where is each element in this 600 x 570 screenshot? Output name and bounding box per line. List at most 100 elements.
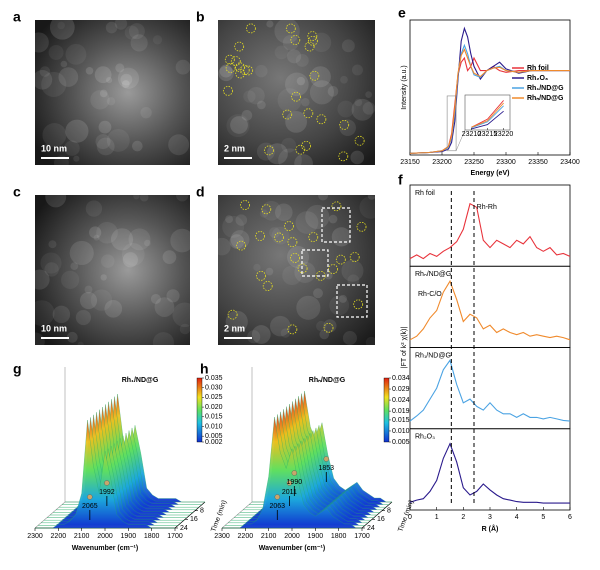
texture (218, 65, 234, 82)
zoom-box (446, 95, 457, 152)
micrograph (35, 195, 190, 345)
texture (347, 274, 360, 287)
x-tick-label: 23300 (496, 159, 516, 166)
texture (235, 214, 248, 226)
panel-label: a (13, 9, 21, 25)
subplot-frame (409, 184, 571, 267)
x-tick-label: 23400 (560, 159, 580, 166)
texture (247, 330, 261, 344)
texture (337, 100, 355, 118)
texture (340, 75, 348, 84)
subplot-frame (409, 265, 571, 348)
texture (309, 66, 331, 88)
spectrum-surface (35, 419, 175, 529)
texture (61, 270, 80, 289)
texture (69, 240, 94, 266)
atom-marker (356, 221, 367, 232)
texture (28, 32, 49, 53)
atom-marker (335, 254, 346, 265)
texture (285, 111, 308, 133)
colorbar-tick-label: 0.024 (392, 397, 410, 404)
atom-marker (223, 85, 233, 96)
legend-label: Rhₙ/ND@G (527, 95, 564, 102)
texture (222, 215, 245, 238)
texture (295, 211, 319, 234)
cluster-box (336, 284, 368, 318)
exafs-line (409, 202, 571, 260)
inset-line (471, 100, 504, 128)
atom-marker (354, 135, 365, 146)
texture (318, 190, 329, 201)
texture (162, 250, 177, 264)
atom-marker (331, 201, 342, 212)
x-tick-label: 2300 (214, 533, 230, 540)
exafs-line (409, 359, 571, 422)
panel-title: Rh₁/ND@G (122, 377, 159, 384)
x-tick-label: 1 (435, 514, 439, 521)
atom-marker (227, 309, 238, 320)
texture (226, 114, 250, 138)
texture (42, 123, 67, 147)
texture (324, 271, 333, 280)
cluster-box (321, 207, 351, 243)
texture (229, 234, 245, 249)
texture (296, 76, 306, 86)
x-axis-label: Wavenumber (cm⁻¹) (259, 545, 325, 552)
atom-marker (339, 119, 350, 130)
scale-bar-label: 2 nm (224, 143, 245, 153)
texture (313, 288, 323, 299)
peak-label: 1853 (319, 465, 335, 472)
colorbar-tick-label: 0.030 (205, 385, 223, 392)
texture (124, 25, 139, 40)
atom-marker (236, 240, 247, 251)
zoom-link (455, 129, 466, 151)
texture (351, 98, 374, 121)
adsorbate-icon (104, 480, 110, 486)
texture (328, 214, 338, 224)
texture (95, 134, 111, 150)
atom-marker (230, 56, 241, 67)
texture (213, 237, 231, 256)
scale-bar-label: 10 nm (41, 143, 67, 153)
peak-label: 2011 (282, 489, 297, 496)
texture (96, 221, 118, 244)
texture (266, 143, 288, 165)
inset-line (471, 110, 504, 130)
texture (41, 71, 67, 97)
x-tick-label: 1900 (308, 533, 324, 540)
x-tick-label: 1700 (167, 533, 183, 540)
atom-marker (290, 253, 300, 263)
colorbar-tick-label: 0.025 (205, 394, 223, 401)
texture (39, 66, 51, 77)
panel-label: e (398, 5, 406, 21)
texture (309, 71, 318, 80)
atom-marker (287, 237, 298, 248)
texture (53, 155, 69, 171)
subplot-frame (409, 428, 571, 511)
atom-marker (264, 145, 274, 156)
axes-frame (409, 19, 571, 156)
atom-marker (225, 63, 236, 73)
panel-label: b (196, 9, 205, 25)
texture (219, 64, 233, 78)
legend-label: Rh₂O₃ (527, 75, 548, 82)
panel-label: c (13, 184, 21, 200)
texture (257, 100, 266, 110)
texture (128, 23, 145, 40)
texture (166, 289, 180, 303)
texture (265, 267, 274, 276)
x-axis-label: Energy (eV) (471, 170, 510, 177)
texture (179, 323, 191, 335)
texture (90, 90, 110, 110)
atom-marker (255, 231, 266, 241)
colorbar-tick-label: 0.020 (205, 404, 223, 411)
texture (319, 329, 330, 340)
texture (100, 254, 115, 268)
t-tick-label: 24 (180, 525, 188, 532)
texture (57, 21, 65, 30)
texture (58, 67, 79, 87)
texture (48, 240, 57, 249)
texture (28, 300, 55, 327)
micrograph (218, 195, 375, 345)
colorbar-tick-label: 0.034 (392, 375, 410, 382)
